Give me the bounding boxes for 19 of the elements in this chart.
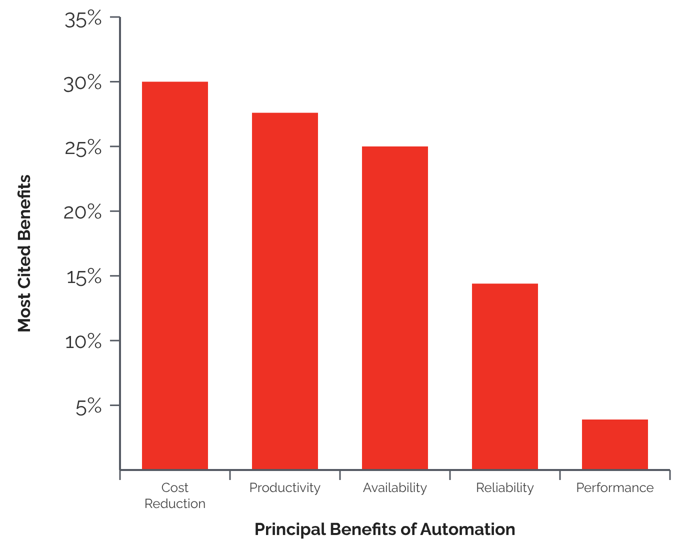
- bar: [472, 284, 538, 470]
- x-tick-label: Availability: [362, 481, 428, 496]
- x-tick-label: Productivity: [249, 481, 321, 496]
- y-tick-label: 25%: [64, 134, 102, 159]
- x-tick-label: Performance: [576, 481, 654, 496]
- bar: [362, 146, 428, 470]
- bar: [582, 420, 648, 470]
- y-tick-label: 10%: [65, 328, 102, 353]
- x-tick-label: Cost Reduction: [144, 481, 206, 512]
- bar: [142, 82, 208, 470]
- y-tick-label: 35%: [64, 4, 102, 30]
- x-tick-label: Reliability: [476, 481, 534, 496]
- x-axis-title: Principal Benefits of Automation: [254, 519, 516, 539]
- y-tick-label: 20%: [63, 198, 102, 224]
- y-tick-label: 15%: [66, 263, 102, 288]
- bar: [252, 112, 318, 470]
- y-axis-title: Most Cited Benefits: [14, 174, 34, 333]
- y-tick-label: 5%: [76, 392, 102, 418]
- y-tick-label: 30%: [62, 69, 102, 94]
